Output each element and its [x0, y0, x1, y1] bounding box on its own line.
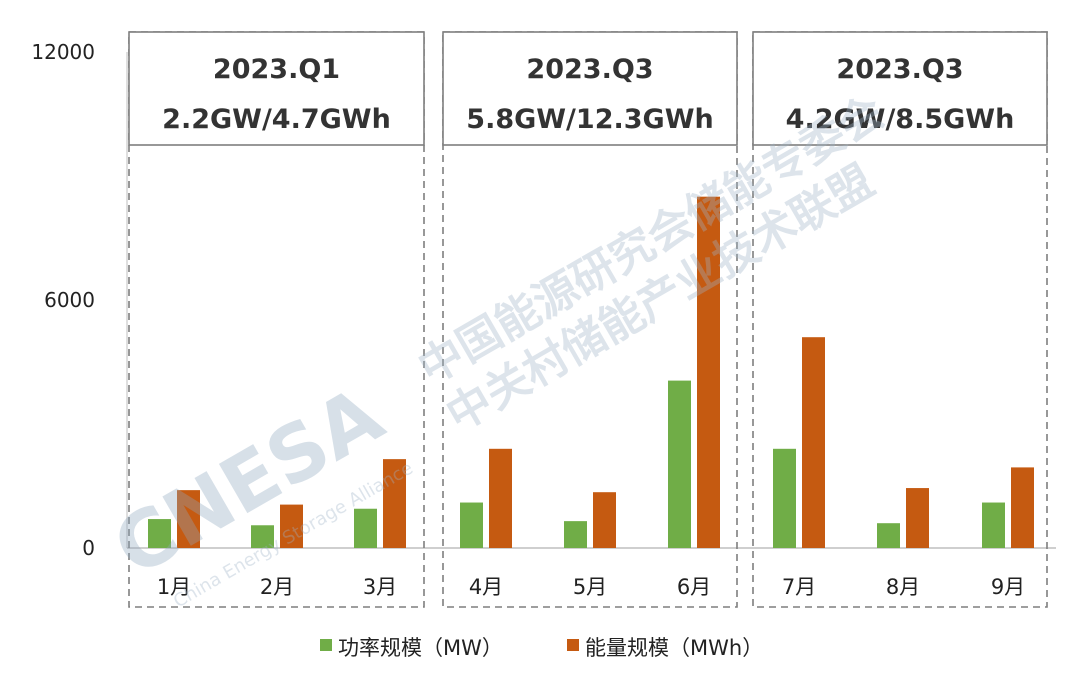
x-tick-label: 8月 — [886, 575, 920, 599]
x-tick-label: 7月 — [782, 575, 816, 599]
x-tick-label: 4月 — [469, 575, 503, 599]
bar-power — [877, 523, 900, 548]
x-tick-label: 9月 — [991, 575, 1025, 599]
bar-energy — [383, 459, 406, 548]
group-title: 2023.Q1 — [213, 54, 340, 85]
bar-energy — [906, 488, 929, 548]
group-subtitle: 2.2GW/4.7GWh — [162, 104, 391, 135]
legend: 功率规模（MW） 能量规模（MWh） — [320, 636, 763, 660]
group-title: 2023.Q3 — [836, 54, 963, 85]
quarter-group: 2023.Q1 2.2GW/4.7GWh — [128, 31, 425, 608]
y-tick-label: 6000 — [44, 288, 95, 312]
category-labels: 1月 2月 3月 4月 5月 6月 7月 8月 9月 — [157, 575, 1025, 599]
bar-energy — [802, 337, 825, 548]
group-header-box — [128, 31, 425, 146]
bar-power — [354, 508, 377, 548]
bar-energy — [697, 196, 720, 548]
x-tick-label: 3月 — [363, 575, 397, 599]
legend-label: 功率规模（MW） — [338, 636, 503, 660]
bar-power — [148, 519, 171, 548]
bar-energy — [593, 492, 616, 548]
x-tick-label: 5月 — [573, 575, 607, 599]
y-tick-label: 12000 — [31, 40, 95, 64]
quarter-groups: 2023.Q12.2GW/4.7GWh2023.Q35.8GW/12.3GWh2… — [128, 31, 1048, 608]
bar-power — [251, 525, 274, 548]
bar-energy — [1011, 467, 1034, 548]
group-title: 2023.Q3 — [526, 54, 653, 85]
bar-energy — [489, 448, 512, 548]
legend-swatch — [567, 639, 579, 651]
bar-power — [564, 521, 587, 548]
group-header-box — [442, 31, 738, 146]
bar-power — [982, 502, 1005, 548]
legend-swatch — [320, 639, 332, 651]
bar-power — [668, 380, 691, 548]
bar-energy — [280, 504, 303, 548]
bar-energy — [177, 490, 200, 548]
x-tick-label: 6月 — [677, 575, 711, 599]
bar-power — [460, 502, 483, 548]
bars-layer — [148, 196, 1034, 548]
bar-power — [773, 448, 796, 548]
x-tick-label: 1月 — [157, 575, 191, 599]
quarter-group: 2023.Q3 5.8GW/12.3GWh — [442, 31, 738, 608]
y-tick-label: 0 — [82, 536, 95, 560]
x-tick-label: 2月 — [260, 575, 294, 599]
group-header-box — [752, 31, 1048, 146]
quarter-group: 2023.Q3 4.2GW/8.5GWh — [752, 31, 1048, 608]
group-subtitle: 4.2GW/8.5GWh — [786, 104, 1015, 135]
group-subtitle: 5.8GW/12.3GWh — [466, 104, 713, 135]
legend-label: 能量规模（MWh） — [585, 636, 763, 660]
